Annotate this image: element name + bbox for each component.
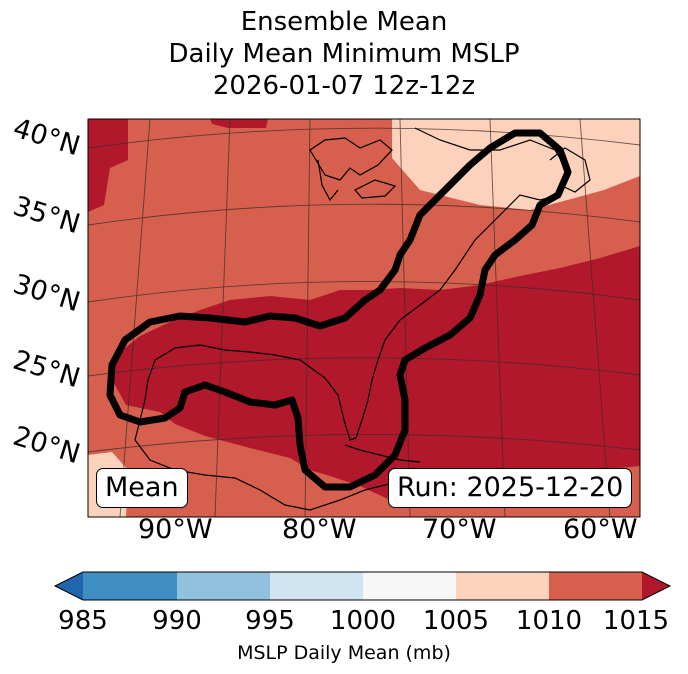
- map-area: [88, 119, 640, 517]
- colorbar-segment-1005-1010: [456, 572, 549, 600]
- lon-label-70w: 70°W: [422, 514, 497, 545]
- map-frame: [87, 118, 641, 518]
- pressure-region-ne-low: [392, 119, 640, 210]
- lon-label-60w: 60°W: [563, 514, 638, 545]
- colorbar-tick-1010: 1010: [515, 606, 583, 636]
- colorbar-tick-985: 985: [58, 606, 108, 636]
- colorbar-segment-990-995: [177, 572, 270, 600]
- colorbar-tick-995: 995: [245, 606, 295, 636]
- lon-label-90w: 90°W: [138, 514, 213, 545]
- colorbar-segment-995-1000: [270, 572, 363, 600]
- colorbar-outline: [53, 571, 672, 601]
- colorbar-tick-990: 990: [152, 606, 202, 636]
- pressure-region-north-strip: [210, 119, 268, 128]
- colorbar-segment-985-990: [83, 572, 177, 600]
- colorbar-label: MSLP Daily Mean (mb): [237, 642, 451, 664]
- title-line-1: Ensemble Mean: [240, 7, 448, 37]
- graticule: [88, 119, 640, 517]
- ensemble-contour: [106, 129, 572, 491]
- title-line-2: Daily Mean Minimum MSLP: [168, 39, 520, 69]
- colorbar-tick-1005: 1005: [422, 606, 490, 636]
- colorbar-tick-1015: 1015: [602, 606, 670, 636]
- run-date-box: Run: 2025-12-20: [388, 468, 633, 508]
- colorbar-extend-low: [55, 572, 83, 600]
- colorbar: [53, 571, 672, 601]
- lon-label-80w: 80°W: [282, 514, 357, 545]
- pressure-region-gulf-atlantic-high: [110, 246, 640, 500]
- mean-label-box: Mean: [96, 468, 188, 508]
- colorbar-extend-high: [642, 572, 670, 600]
- colorbar-segment-1000-1005: [363, 572, 456, 600]
- colorbar-tick-1000: 1000: [329, 606, 397, 636]
- title-line-3: 2026-01-07 12z-12z: [212, 71, 476, 101]
- colorbar-segment-1010-1015: [549, 572, 642, 600]
- pressure-region-nw-high: [88, 119, 128, 212]
